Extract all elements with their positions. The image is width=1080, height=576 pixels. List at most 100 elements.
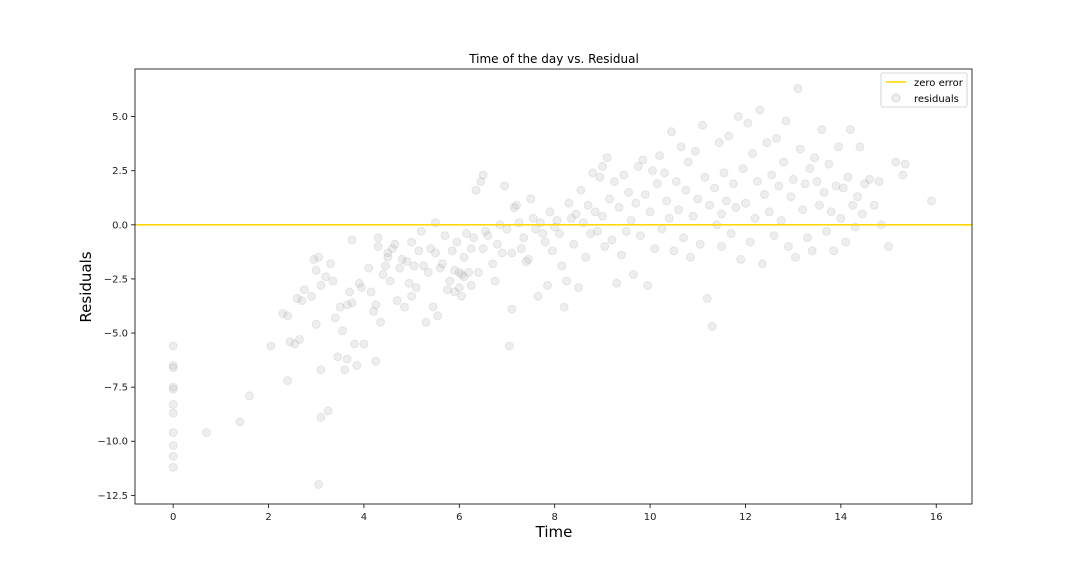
residual-point [378, 270, 388, 280]
residual-point [767, 170, 777, 180]
y-tick-label: −10.0 [97, 437, 128, 448]
residual-point [745, 237, 755, 247]
residual-point [512, 200, 521, 210]
residual-point [698, 120, 707, 130]
residual-point [865, 174, 874, 184]
residual-point [743, 118, 753, 128]
residual-point [803, 233, 812, 243]
residual-point [419, 261, 428, 271]
residual-point [757, 259, 767, 269]
residual-point [619, 170, 629, 180]
residual-point [416, 226, 426, 236]
residual-point [314, 480, 324, 489]
residual-point [686, 252, 696, 262]
residual-point [476, 177, 486, 186]
residual-point [676, 142, 686, 152]
x-tick-label: 10 [644, 512, 657, 523]
residual-point [457, 270, 467, 280]
residual-point [690, 146, 700, 156]
residual-point [695, 239, 705, 249]
residual-point [683, 157, 693, 167]
residual-point [650, 244, 660, 254]
residual-point [662, 196, 672, 206]
residual-point [679, 233, 688, 243]
residual-point [307, 291, 316, 301]
residual-point [600, 242, 610, 251]
residual-point [168, 451, 178, 461]
residual-point [636, 231, 645, 241]
residual-point [411, 283, 421, 293]
residual-point [478, 244, 488, 254]
residual-point [357, 283, 366, 293]
residual-point [781, 116, 791, 126]
residual-point [643, 280, 653, 290]
residual-point [438, 259, 448, 269]
residual-point [576, 185, 586, 195]
residual-point [726, 229, 736, 238]
residual-point [543, 280, 552, 290]
residual-point [311, 265, 321, 275]
residual-point [648, 166, 657, 176]
residual-point [814, 200, 824, 210]
residual-point [738, 164, 748, 174]
residual-point [927, 196, 936, 206]
x-tick-label: 12 [739, 512, 752, 523]
residual-point [245, 391, 254, 401]
residual-point [440, 231, 450, 241]
residual-point [559, 302, 569, 312]
residual-point [631, 198, 641, 208]
residual-point [702, 293, 712, 303]
residual-point [669, 246, 679, 256]
residual-point [621, 226, 631, 236]
residual-point [569, 239, 579, 249]
residual-point [583, 200, 593, 210]
residual-point [385, 276, 395, 286]
residual-point [521, 257, 531, 267]
residual-point [700, 172, 710, 182]
residual-point [674, 205, 684, 215]
residual-point [278, 309, 288, 319]
residual-point [359, 339, 369, 349]
residual-point [721, 196, 731, 206]
residual-point [373, 233, 383, 243]
residual-point [841, 237, 851, 247]
residual-point [395, 263, 405, 273]
residual-point [466, 280, 476, 290]
residual-point [845, 125, 855, 135]
residual-point [407, 291, 417, 301]
x-axis-label: Time [535, 523, 573, 541]
residual-point [805, 164, 815, 174]
residual-point [423, 267, 433, 277]
residual-point [447, 246, 457, 256]
residual-point [509, 203, 519, 212]
residual-point [349, 339, 359, 349]
residual-point [407, 237, 417, 247]
residual-point [347, 235, 357, 245]
residual-point [898, 170, 908, 180]
residual-point [717, 209, 727, 219]
residual-point [431, 248, 440, 258]
residual-point [810, 153, 820, 163]
residual-point [371, 356, 381, 366]
residual-point [507, 304, 517, 314]
residual-point [383, 248, 393, 258]
residual-point [338, 326, 347, 336]
residual-point [574, 283, 583, 293]
residual-point [769, 231, 779, 241]
residual-point [409, 261, 419, 271]
residual-point [795, 144, 805, 154]
residual-point [848, 200, 858, 210]
residual-point [729, 179, 738, 189]
residual-point [497, 248, 507, 258]
plot-frame [134, 68, 973, 505]
residual-point [812, 177, 822, 186]
residual-point [624, 187, 634, 197]
residual-point [373, 242, 383, 251]
y-tick-label: 5.0 [112, 112, 128, 123]
residual-point [483, 231, 493, 241]
residual-point [667, 127, 676, 137]
residual-point [741, 198, 750, 208]
residual-point [473, 267, 483, 277]
residual-point [688, 211, 698, 221]
